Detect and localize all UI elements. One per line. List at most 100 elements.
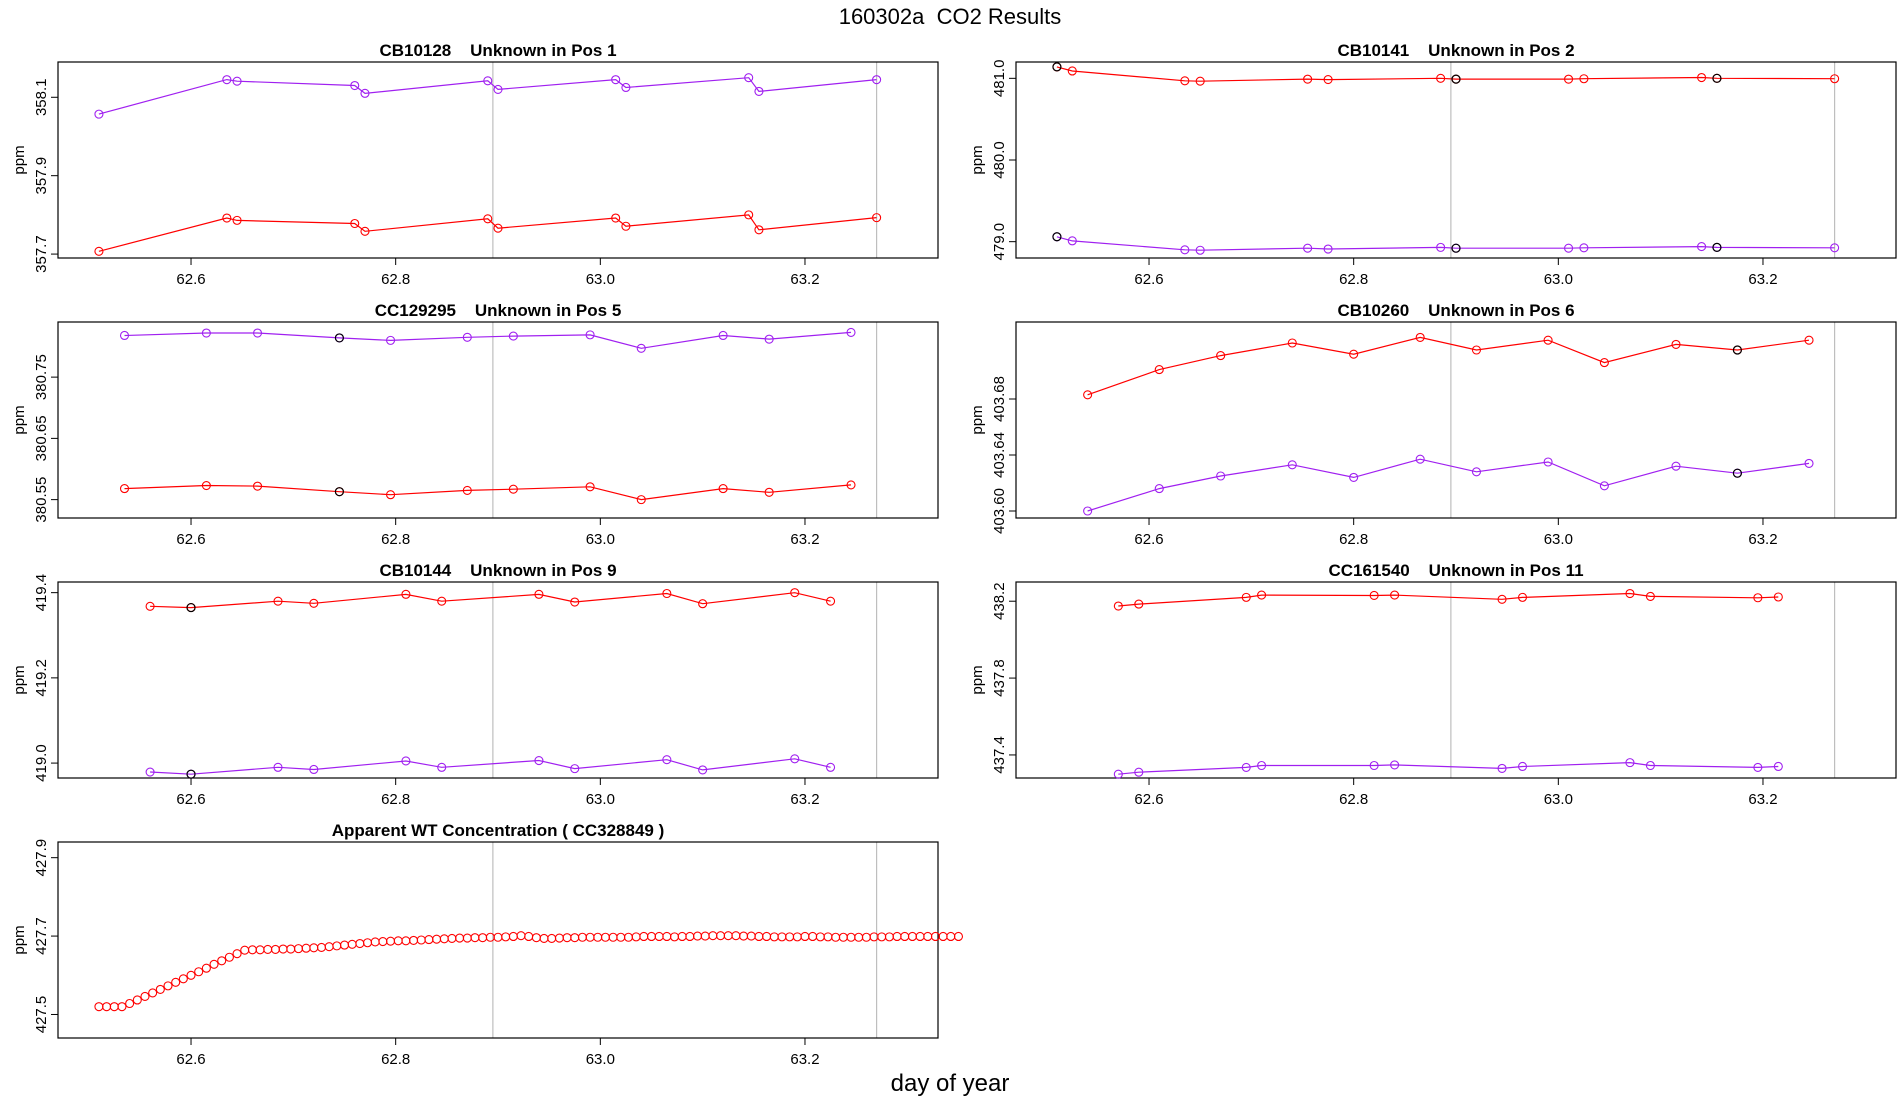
y-tick-label: 403.60 xyxy=(991,488,1008,534)
data-point-purple xyxy=(1180,245,1190,255)
data-point-red xyxy=(209,959,219,969)
data-point-purple xyxy=(1067,236,1077,246)
data-point-red xyxy=(616,932,626,942)
y-axis-title: ppm xyxy=(11,145,28,174)
data-point-red xyxy=(764,487,774,497)
series-line-purple xyxy=(150,758,831,775)
data-point-red xyxy=(301,943,311,953)
data-point-red xyxy=(178,974,188,984)
data-point-red xyxy=(455,933,465,943)
data-point-red xyxy=(534,589,544,599)
data-point-red xyxy=(478,933,488,943)
data-point-purple xyxy=(1415,454,1425,464)
data-point-red xyxy=(1671,339,1681,349)
data-point-purple xyxy=(1773,761,1783,772)
data-point-red xyxy=(539,933,549,943)
data-point-red xyxy=(708,931,718,941)
x-tick-label: 63.2 xyxy=(1748,271,1777,288)
data-point-red xyxy=(240,945,250,955)
data-point-red xyxy=(585,482,595,492)
data-point-red xyxy=(723,931,733,941)
data-point-red xyxy=(247,945,257,955)
data-point-red xyxy=(1517,592,1528,602)
data-point-red xyxy=(94,246,104,256)
data-point-red xyxy=(332,941,342,951)
data-point-red xyxy=(762,931,772,942)
series-line-red xyxy=(124,484,852,501)
data-point-red xyxy=(654,931,664,942)
x-tick-label: 63.2 xyxy=(790,271,819,288)
data-point-purple xyxy=(1436,242,1446,252)
data-point-red xyxy=(432,934,442,944)
data-point-purple xyxy=(662,755,672,765)
data-point-red xyxy=(1241,592,1251,602)
y-tick-label: 419.2 xyxy=(33,659,50,697)
data-point-red xyxy=(462,485,472,495)
data-point-purple xyxy=(872,75,882,85)
data-point-purple xyxy=(1671,461,1681,471)
data-point-red xyxy=(1415,332,1425,342)
plot-frame xyxy=(1015,61,1897,259)
panel-cb10260: CB10260 Unknown in Pos 6 62.6 62.8 63.0 63.2… xyxy=(969,301,1897,548)
data-point-red xyxy=(739,931,749,941)
data-point-red xyxy=(570,933,580,943)
x-tick-label: 62.8 xyxy=(1339,791,1368,808)
data-point-purple xyxy=(698,765,708,775)
data-point-red xyxy=(884,932,894,942)
data-point-red xyxy=(907,931,917,942)
data-point-red xyxy=(273,596,283,606)
data-point-red xyxy=(370,937,380,947)
data-point-red xyxy=(1804,335,1814,345)
flagged-point xyxy=(334,333,344,343)
data-point-red xyxy=(270,944,280,954)
data-point-red xyxy=(508,484,518,494)
data-point-red xyxy=(393,936,403,946)
data-point-purple xyxy=(570,764,580,774)
y-axis-title: ppm xyxy=(11,405,28,434)
data-point-red xyxy=(662,931,672,942)
data-point-red xyxy=(132,995,142,1005)
x-tick-label: 62.6 xyxy=(176,531,205,548)
data-point-red xyxy=(1497,594,1507,604)
x-tick-label: 63.0 xyxy=(586,1051,615,1068)
y-axis-title: ppm xyxy=(11,665,28,694)
page-title: 160302a CO2 Results xyxy=(838,4,1062,29)
x-tick-label: 62.6 xyxy=(1134,791,1163,808)
panel-title: CB10144 Unknown in Pos 9 xyxy=(379,561,616,580)
series-line-purple xyxy=(98,77,877,115)
data-point-red xyxy=(1753,593,1763,603)
data-point-red xyxy=(309,943,319,953)
data-point-red xyxy=(109,1002,119,1012)
series-line-purple xyxy=(1056,236,1835,251)
data-point-red xyxy=(1303,74,1313,84)
x-tick-label: 63.0 xyxy=(1544,531,1573,548)
data-point-red xyxy=(171,977,181,987)
data-point-red xyxy=(401,589,411,599)
data-point-red xyxy=(447,933,457,943)
data-point-purple xyxy=(1390,760,1400,770)
data-point-red xyxy=(439,934,449,944)
y-tick-label: 380.55 xyxy=(33,477,50,523)
y-tick-label: 437.4 xyxy=(991,736,1008,774)
data-point-red xyxy=(792,932,802,942)
data-point-red xyxy=(1543,335,1553,345)
data-point-red xyxy=(1287,338,1297,348)
data-point-purple xyxy=(1257,760,1267,771)
data-point-red xyxy=(470,933,480,943)
data-point-purple xyxy=(764,334,774,344)
data-point-red xyxy=(754,931,764,942)
data-point-red xyxy=(692,931,703,941)
data-point-red xyxy=(785,932,795,942)
panel-cb10144: CB10144 Unknown in Pos 9 62.6 62.8 63.0 63.2… xyxy=(11,561,939,808)
y-tick-label: 419.4 xyxy=(33,574,50,612)
data-point-red xyxy=(194,967,204,977)
series-line-purple xyxy=(1118,761,1779,775)
data-point-red xyxy=(662,588,672,599)
data-point-red xyxy=(593,932,603,942)
data-point-red xyxy=(716,931,726,941)
data-point-purple xyxy=(1830,243,1840,253)
data-point-red xyxy=(669,932,680,942)
data-point-red xyxy=(119,484,130,494)
data-point-red xyxy=(524,931,534,942)
data-point-red xyxy=(744,210,754,220)
